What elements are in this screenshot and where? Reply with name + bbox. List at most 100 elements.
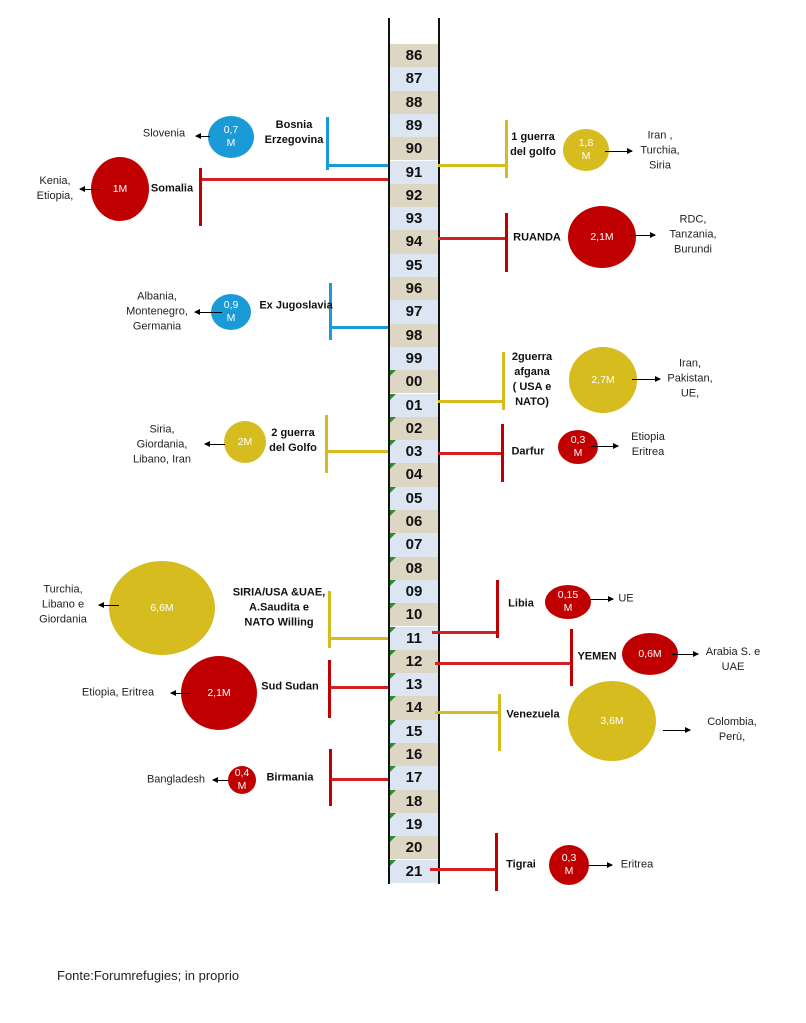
event-bracket-bar <box>505 213 508 272</box>
marker-triangle-icon <box>390 463 396 470</box>
year-cell: 95 <box>390 253 438 277</box>
event-bracket-bar <box>326 117 329 170</box>
arrow-icon <box>630 232 656 238</box>
event-name-label: 2guerra afgana ( USA e NATO) <box>511 351 553 408</box>
event-bracket-bar <box>199 168 202 226</box>
year-cell: 98 <box>390 323 438 347</box>
refugee-count-bubble: 0,6M <box>622 633 678 675</box>
year-cell: 87 <box>390 67 438 91</box>
marker-triangle-icon <box>390 859 396 866</box>
event-bracket-bar <box>570 629 573 686</box>
year-cell: 09 <box>390 579 438 604</box>
arrow-icon <box>170 690 191 696</box>
arrow-icon <box>605 148 633 154</box>
event-name-label: 2 guerra del Golfo <box>269 427 317 454</box>
event-name-label: Birmania <box>266 771 314 784</box>
destination-countries: Etiopia Eritrea <box>631 431 665 458</box>
refugee-count-bubble: 0,7 M <box>208 116 254 158</box>
arrow-icon <box>672 651 699 657</box>
destination-countries: Iran , Turchia, Siria <box>640 129 680 172</box>
year-cell: 07 <box>390 533 438 557</box>
destination-countries: Etiopia, Eritrea <box>81 686 155 699</box>
marker-triangle-icon <box>390 649 396 656</box>
year-cell: 88 <box>390 90 438 114</box>
year-cell: 96 <box>390 277 438 301</box>
event-bracket-bar <box>325 415 328 473</box>
arrow-icon <box>194 309 222 315</box>
refugee-count-bubble: 0,3 M <box>549 845 589 885</box>
marker-triangle-icon <box>390 440 396 447</box>
event-connector-line <box>330 326 388 329</box>
marker-triangle-icon <box>390 416 396 423</box>
marker-triangle-icon <box>390 673 396 680</box>
year-cell: 99 <box>390 346 438 371</box>
year-cell: 01 <box>390 393 438 417</box>
destination-countries: Iran, Pakistan, UE, <box>667 357 713 400</box>
year-cell: 94 <box>390 230 438 254</box>
event-connector-line <box>329 637 388 640</box>
marker-triangle-icon <box>390 789 396 796</box>
destination-countries: Siria, Giordania, Libano, Iran <box>132 423 192 466</box>
arrow-icon <box>98 602 119 608</box>
refugee-count-bubble: 3,6M <box>568 681 656 761</box>
marker-triangle-icon <box>390 370 396 377</box>
marker-triangle-icon <box>390 393 396 400</box>
event-connector-line <box>438 237 506 240</box>
event-name-label: Ex Jugoslavia <box>259 299 333 312</box>
arrow-icon <box>591 443 619 449</box>
marker-triangle-icon <box>390 812 396 819</box>
year-cell: 92 <box>390 183 438 208</box>
year-cell: 20 <box>390 836 438 860</box>
refugee-count-bubble: 0,15 M <box>545 585 591 619</box>
year-cell: 02 <box>390 416 438 441</box>
event-bracket-bar <box>329 283 332 340</box>
event-connector-line <box>326 450 388 453</box>
arrow-icon <box>590 596 614 602</box>
refugee-count-bubble: 0,3 M <box>558 430 598 464</box>
destination-countries: Eritrea <box>620 858 654 871</box>
marker-triangle-icon <box>390 510 396 516</box>
arrow-icon <box>632 376 661 382</box>
year-cell: 91 <box>390 160 438 184</box>
event-name-label: SIRIA/USA &UAE, A.Saudita e NATO Willing <box>232 586 326 629</box>
year-cell: 11 <box>390 626 438 650</box>
year-cell: 90 <box>390 137 438 161</box>
destination-countries: RDC, Tanzania, Burundi <box>669 213 717 256</box>
refugee-count-bubble: 2,1M <box>181 656 257 730</box>
event-bracket-bar <box>495 833 498 891</box>
year-cell: 15 <box>390 719 438 743</box>
event-bracket-bar <box>505 120 508 178</box>
event-name-label: Venezuela <box>506 708 560 721</box>
refugee-count-bubble: 2,1M <box>568 206 636 268</box>
marker-triangle-icon <box>390 719 396 726</box>
destination-countries: Slovenia <box>142 127 186 140</box>
year-cell: 00 <box>390 370 438 394</box>
marker-triangle-icon <box>390 486 396 493</box>
year-cell: 03 <box>390 440 438 464</box>
year-cell: 16 <box>390 743 438 767</box>
year-cell: 12 <box>390 649 438 674</box>
event-bracket-bar <box>328 591 331 648</box>
refugee-count-bubble: 1,8 M <box>563 129 609 171</box>
event-bracket-bar <box>329 749 332 806</box>
event-connector-line <box>200 178 388 181</box>
event-bracket-bar <box>501 424 504 482</box>
year-timeline: 86 87 88 89 90 91 92 93 94 95 96 97 98 99 00 01 02 03 04 05… <box>388 18 440 884</box>
arrow-icon <box>204 441 225 447</box>
event-connector-line <box>430 868 496 871</box>
refugee-count-bubble: 0,4 M <box>228 766 256 794</box>
year-cell: 10 <box>390 603 438 627</box>
destination-countries: Bangladesh <box>146 773 206 786</box>
destination-countries: Colombia, Perù, <box>707 716 757 743</box>
event-connector-line <box>432 631 497 634</box>
marker-triangle-icon <box>390 743 396 749</box>
event-name-label: YEMEN <box>577 650 617 663</box>
event-connector-line <box>438 164 506 167</box>
event-connector-line <box>330 778 388 781</box>
year-cell: 05 <box>390 486 438 510</box>
marker-triangle-icon <box>390 836 396 843</box>
event-name-label: Sud Sudan <box>261 680 319 693</box>
event-connector-line <box>329 686 388 689</box>
arrow-icon <box>195 133 210 139</box>
